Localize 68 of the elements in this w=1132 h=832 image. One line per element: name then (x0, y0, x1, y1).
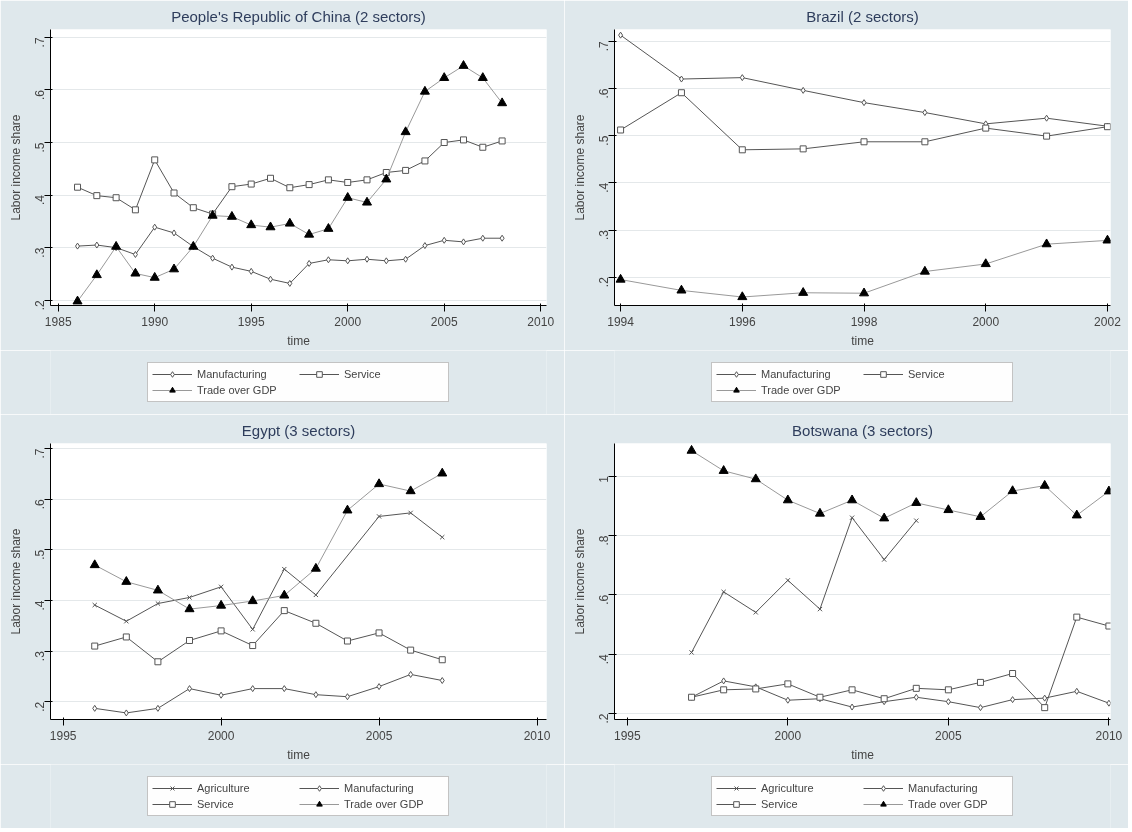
y-tick-label: .7 (33, 37, 47, 48)
x-tick-label: 1994 (607, 314, 635, 329)
chart-title: Botswana (3 sectors) (792, 421, 933, 439)
y-axis-title: Labor income share (572, 528, 587, 635)
y-tick-label: .6 (597, 88, 611, 99)
y-tick-label: .6 (33, 498, 47, 510)
y-axis-title: Labor income share (8, 114, 23, 221)
y-tick-label: .6 (33, 89, 47, 100)
y-tick-label: .5 (33, 142, 47, 153)
legend-label: Manufacturing (197, 367, 268, 381)
x-tick-label: 2000 (334, 314, 362, 329)
legend-label: Service (761, 797, 799, 811)
legend-label: Trade over GDP (908, 797, 989, 811)
y-axis-title: Labor income share (572, 114, 587, 221)
x-axis-title: time (287, 747, 311, 762)
legend-label: Manufacturing (908, 781, 979, 795)
y-tick-label: .3 (33, 247, 47, 258)
y-tick-label: .4 (33, 194, 47, 206)
legend-label: Service (197, 797, 235, 811)
y-tick-label: .2 (33, 701, 47, 712)
x-tick-label: 1985 (44, 314, 72, 329)
y-tick-label: .5 (33, 549, 47, 560)
x-tick-label: 1996 (728, 314, 756, 329)
chart-title: Egypt (3 sectors) (241, 421, 356, 439)
x-tick-label: 2010 (1095, 728, 1123, 743)
y-tick-label: .2 (597, 276, 611, 288)
x-tick-label: 1990 (141, 314, 169, 329)
legend-label: Service (344, 367, 382, 381)
y-axis-title: Labor income share (8, 528, 23, 635)
y-tick-label: .7 (597, 40, 611, 52)
y-tick-label: .5 (597, 135, 611, 146)
y-tick-label: .3 (33, 650, 47, 662)
legend-label: Agriculture (197, 781, 251, 795)
x-tick-label: 2010 (523, 728, 551, 743)
x-tick-label: 2000 (774, 728, 802, 743)
x-axis-title: time (851, 747, 875, 762)
x-tick-label: 1995 (49, 728, 77, 743)
y-tick-label: .8 (597, 535, 611, 546)
x-tick-label: 1995 (237, 314, 265, 329)
x-tick-label: 2010 (527, 314, 555, 329)
y-tick-label: .7 (33, 448, 47, 459)
chart-title: Brazil (2 sectors) (806, 7, 919, 25)
legend-label: Trade over GDP (197, 383, 278, 397)
y-tick-label: 1 (597, 475, 611, 483)
x-tick-label: 1998 (850, 314, 878, 329)
x-tick-label: 2005 (430, 314, 458, 329)
legend-label: Manufacturing (761, 367, 832, 381)
y-tick-label: .4 (33, 600, 47, 611)
x-tick-label: 2002 (1094, 314, 1122, 329)
x-tick-label: 2000 (972, 314, 1000, 329)
y-tick-label: .2 (597, 713, 611, 724)
x-tick-label: 1995 (613, 728, 642, 743)
y-tick-label: .4 (597, 653, 611, 665)
legend-label: Trade over GDP (761, 383, 842, 397)
x-axis-title: time (287, 333, 311, 348)
y-tick-label: .6 (597, 594, 611, 605)
legend-label: Trade over GDP (344, 797, 425, 811)
legend-label: Agriculture (761, 781, 815, 795)
y-tick-label: .3 (597, 229, 611, 241)
chart-title: People's Republic of China (2 sectors) (171, 7, 426, 25)
x-tick-label: 2005 (365, 728, 393, 743)
y-tick-label: .4 (597, 182, 611, 193)
x-tick-label: 2005 (935, 728, 963, 743)
x-axis-title: time (851, 333, 875, 348)
y-tick-label: .2 (33, 299, 47, 311)
x-tick-label: 2000 (207, 728, 235, 743)
legend-label: Manufacturing (344, 781, 415, 795)
legend-label: Service (908, 367, 946, 381)
